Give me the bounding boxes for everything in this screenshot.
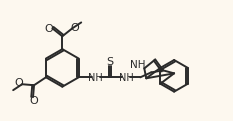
Text: NH: NH [119, 73, 134, 83]
Text: O: O [30, 96, 38, 106]
Text: NH: NH [88, 73, 103, 83]
Text: O: O [71, 23, 80, 33]
Text: NH: NH [130, 60, 145, 70]
Text: O: O [15, 78, 24, 88]
Text: S: S [106, 57, 113, 68]
Text: O: O [44, 24, 53, 34]
